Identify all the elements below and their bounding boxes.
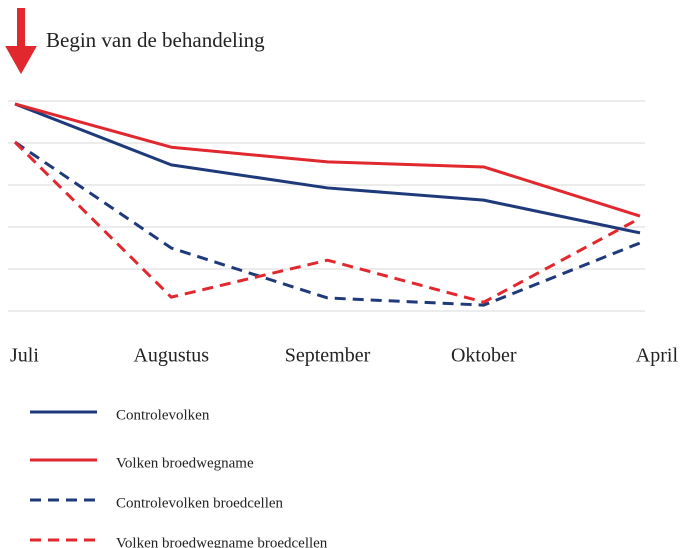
annotation: Begin van de behandeling [46, 28, 265, 52]
start-arrow [5, 8, 37, 75]
series-line [14, 102, 641, 218]
x-tick-label: September [285, 345, 371, 367]
series-line [14, 102, 641, 235]
x-tick-label: April [636, 345, 679, 367]
series-line [13, 141, 641, 304]
x-tick-label: Oktober [451, 345, 517, 367]
x-tick-label: Juli [10, 345, 39, 367]
legend-label: Volken broedwegname [116, 455, 254, 471]
legend-label: Controlevolken [116, 407, 210, 423]
x-tick-label: Augustus [133, 345, 209, 367]
legend-label: Controlevolken broedcellen [116, 495, 284, 511]
legend-label: Volken broedwegname broedcellen [116, 535, 328, 548]
series-line [14, 140, 641, 307]
